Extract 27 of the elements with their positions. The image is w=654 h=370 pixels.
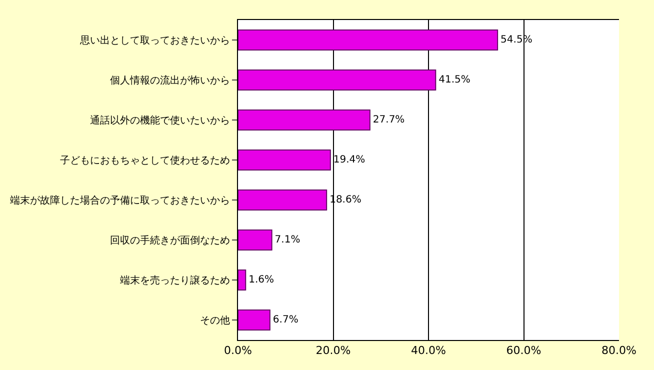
y-tick-label: 子どもにおもちゃとして使わせるため (60, 156, 230, 166)
y-tick-label: 通話以外の機能で使いたいから (90, 114, 230, 126)
bar (238, 310, 270, 330)
data-label: 19.4% (333, 154, 366, 166)
bar (238, 30, 498, 50)
x-tick-label: 40.0% (411, 344, 446, 358)
data-label: 6.7% (272, 314, 298, 326)
x-tick-label: 20.0% (316, 344, 351, 358)
y-tick-label: その他 (200, 314, 230, 326)
bar (238, 110, 370, 130)
data-label: 7.1% (274, 234, 300, 246)
data-label: 27.7% (372, 114, 405, 126)
y-tick-label: 端末が故障した場合の予備に取っておきたいから (10, 194, 230, 206)
data-label: 1.6% (248, 274, 274, 286)
data-label: 41.5% (438, 74, 470, 86)
bar (238, 150, 331, 170)
bar (238, 70, 436, 90)
bar (238, 190, 328, 210)
y-tick-label: 個人情報の流出が怖いから (110, 74, 230, 86)
x-tick-label: 80.0% (602, 344, 636, 358)
y-tick-label: 端末を売ったり譲るため (120, 274, 230, 286)
y-tick-label: 思い出として取っておきたいから (79, 34, 230, 46)
x-tick-label: 60.0% (506, 344, 542, 358)
bar (238, 270, 246, 290)
y-tick-label: 回収の手続きが面倒なため (110, 234, 230, 246)
bar (238, 230, 272, 250)
x-tick-label: 0.0% (224, 344, 252, 358)
